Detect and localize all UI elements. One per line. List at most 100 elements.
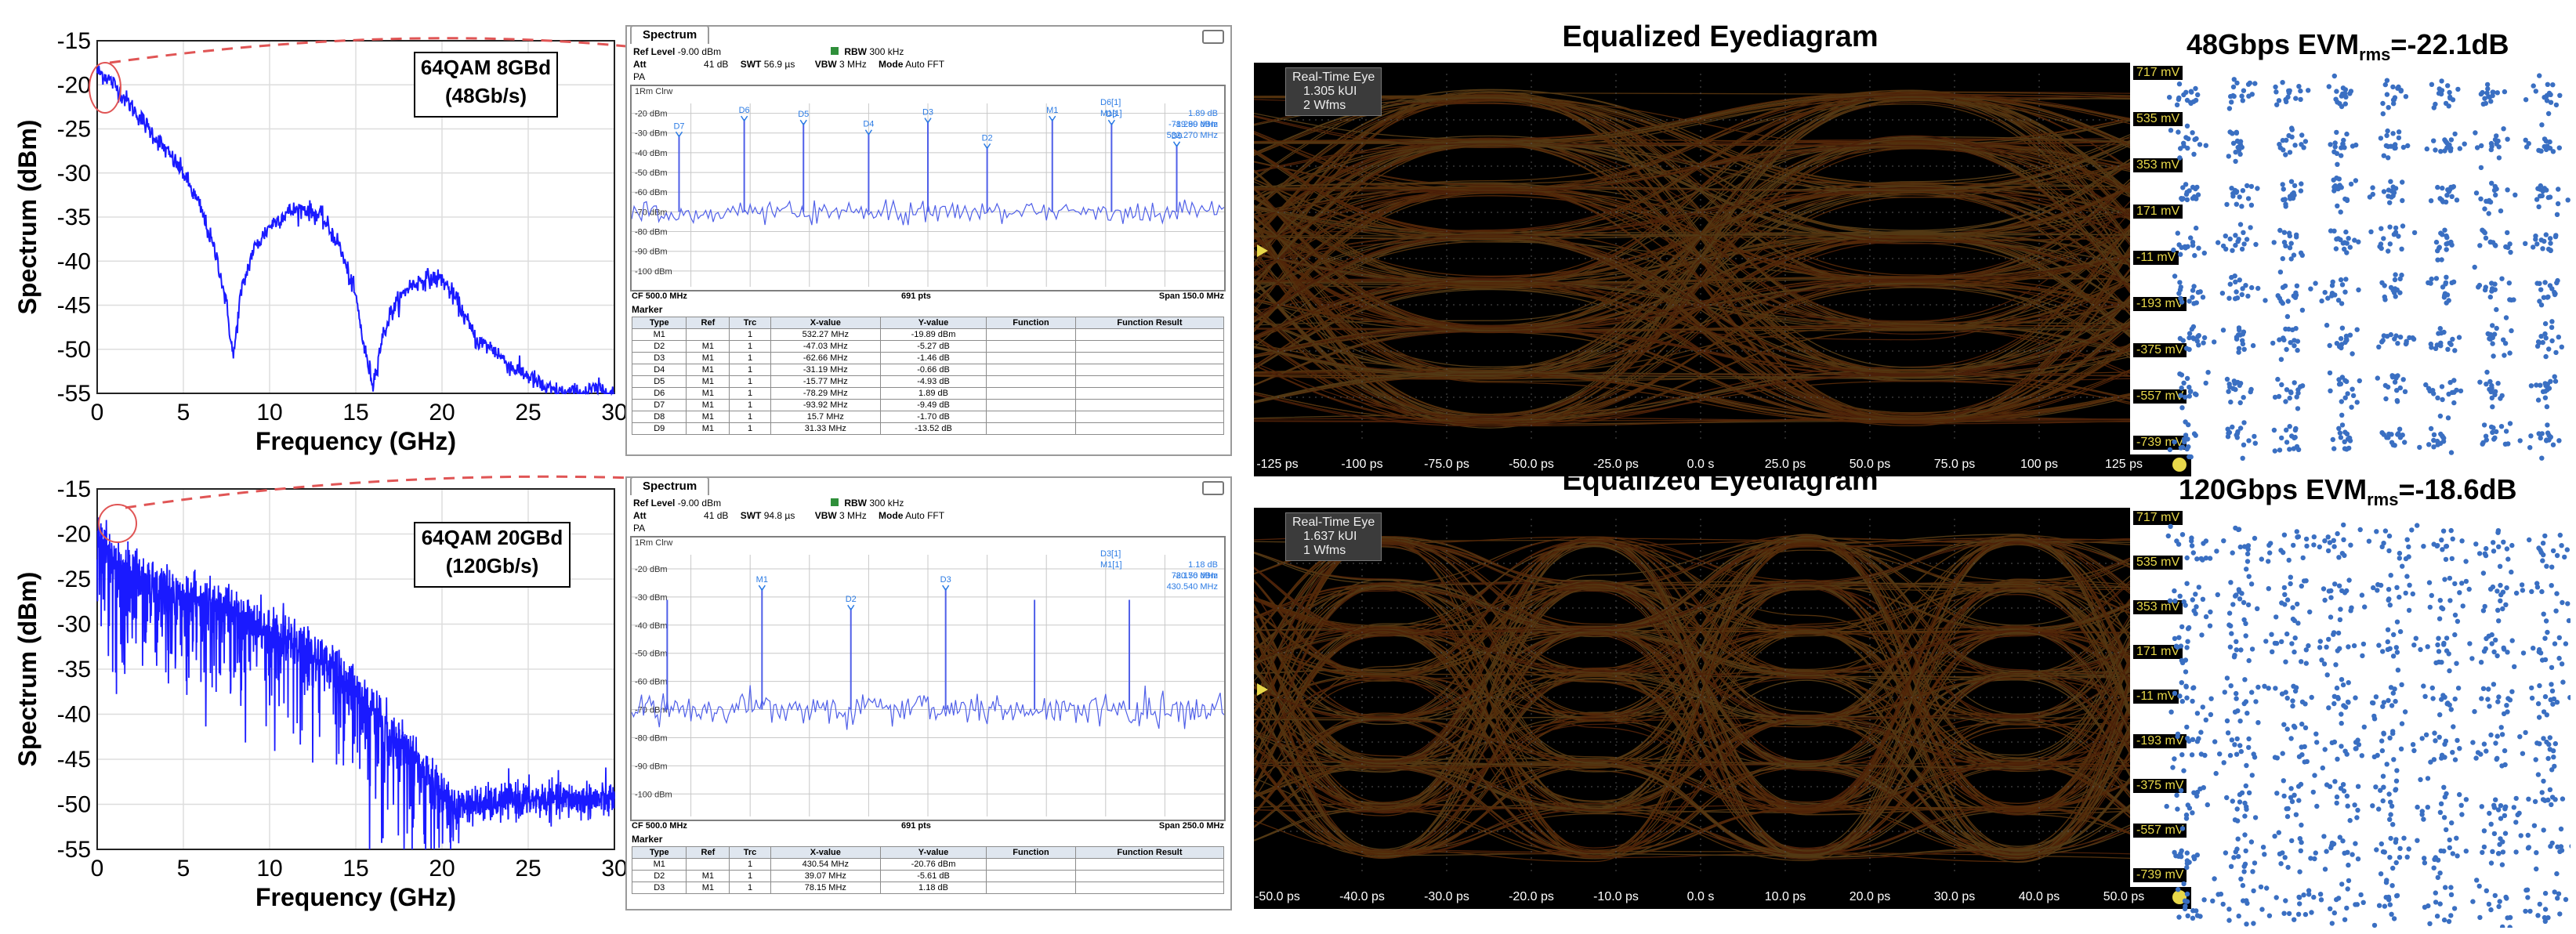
constellation-point: [2550, 149, 2556, 154]
constellation-point: [2421, 683, 2426, 689]
constellation-point: [2260, 845, 2266, 850]
constellation-point: [2446, 918, 2452, 925]
constellation-point: [2327, 370, 2333, 376]
constellation-point: [2244, 804, 2249, 809]
constellation-point: [2325, 534, 2331, 540]
constellation-point: [2488, 732, 2494, 738]
constellation-point: [2507, 421, 2513, 426]
eye-trace: [1254, 142, 2130, 377]
constellation-point: [2388, 331, 2393, 338]
constellation-point: [2419, 736, 2425, 741]
eye-trace: [1254, 534, 2130, 809]
constellation-point: [2529, 695, 2535, 701]
constellation-point: [2272, 448, 2277, 454]
eye-trace: [1254, 623, 2130, 856]
table-cell: 1: [729, 328, 771, 341]
column-header: Ref: [686, 317, 730, 329]
constellation-point: [2308, 856, 2313, 861]
eye-trace: [1254, 582, 2130, 807]
vbw-label: VBW: [814, 59, 837, 70]
constellation-point: [2273, 89, 2279, 95]
constellation-point: [2541, 552, 2546, 558]
constellation-point: [2241, 420, 2247, 425]
table-cell: M1: [631, 328, 687, 341]
constellation-point: [2234, 647, 2239, 653]
menu-icon[interactable]: [1202, 30, 1224, 44]
eye-trace: [1254, 139, 2130, 324]
constellation-point: [2542, 533, 2548, 539]
constellation-point: [2184, 197, 2190, 203]
constellation-point: [2344, 793, 2350, 799]
constellation-point: [2542, 907, 2549, 912]
constellation-point: [2384, 762, 2389, 767]
eye-trace: [1254, 93, 2130, 281]
x-axis-label: Frequency (GHz): [255, 883, 456, 911]
constellation-point: [2505, 230, 2510, 236]
constellation-point: [2245, 546, 2251, 552]
constellation-point: [2452, 348, 2458, 353]
constellation-point: [2384, 92, 2390, 97]
constellation-point: [2326, 84, 2331, 89]
constellation-point: [2418, 646, 2423, 653]
table-cell: M1: [686, 399, 730, 411]
constellation-point: [2498, 816, 2504, 821]
constellation-point: [2207, 556, 2213, 561]
menu-icon[interactable]: [1202, 481, 1224, 495]
tab-spectrum[interactable]: Spectrum: [630, 25, 710, 44]
eye-trace: [1254, 596, 2130, 815]
eye-trace: [1254, 94, 2130, 305]
tab-spectrum[interactable]: Spectrum: [630, 476, 710, 495]
eye-trace: [1254, 139, 2130, 403]
constellation-point: [2227, 644, 2234, 650]
constellation-point: [2188, 89, 2194, 94]
constellation-point: [2306, 88, 2311, 93]
constellation-point: [2545, 295, 2550, 300]
constellation-point: [2186, 136, 2191, 142]
constellation-point: [2537, 299, 2542, 304]
constellation-point: [2409, 527, 2415, 533]
settings-icon[interactable]: [2172, 458, 2187, 472]
constellation-point: [2335, 756, 2340, 762]
eye-trace: [1254, 584, 2130, 715]
eye-pattern: [1254, 74, 2130, 443]
constellation-point: [2498, 598, 2503, 603]
constellation-point: [2393, 837, 2399, 842]
constellation-point: [2275, 376, 2281, 382]
constellation-point: [2487, 378, 2493, 385]
constellation-point: [2247, 80, 2253, 86]
column-header: Type: [631, 846, 687, 859]
constellation-point: [2442, 148, 2447, 154]
eye-mode: Real-Time Eye: [1292, 516, 1375, 529]
constellation-point: [2484, 90, 2490, 96]
marker-label: D8: [1106, 110, 1117, 119]
constellation-point: [2200, 295, 2206, 300]
constellation-point: [2447, 845, 2452, 851]
eye-trace: [1254, 543, 2130, 749]
constellation-point: [2185, 913, 2190, 918]
constellation-point: [2237, 719, 2243, 724]
eye-trace: [1254, 185, 2130, 376]
constellation-point: [2447, 575, 2453, 581]
constellation-point: [2287, 150, 2293, 155]
eye-trace: [1254, 96, 2130, 370]
constellation-point: [2290, 698, 2295, 704]
constellation-point: [2299, 822, 2304, 828]
constellation-point: [2241, 599, 2247, 606]
constellation-point: [2296, 754, 2302, 759]
constellation-point: [2557, 92, 2563, 98]
constellation-point: [2546, 386, 2552, 391]
eye-trace: [1254, 141, 2130, 292]
eye-trace: [1254, 273, 2130, 333]
x-tick-label: 125 ps: [2104, 458, 2143, 471]
constellation-point: [2239, 246, 2245, 252]
constellation-point: [2437, 86, 2442, 92]
constellation-point: [2291, 252, 2297, 258]
eye-trace: [1254, 232, 2130, 424]
constellation-point: [2288, 786, 2294, 791]
constellation-point: [2491, 187, 2498, 194]
constellation-point: [2240, 98, 2245, 103]
constellation-point: [2356, 239, 2361, 244]
y-level-label: -50 dBm: [635, 168, 668, 178]
constellation-point: [2488, 907, 2494, 913]
eye-trace: [1254, 238, 2130, 382]
